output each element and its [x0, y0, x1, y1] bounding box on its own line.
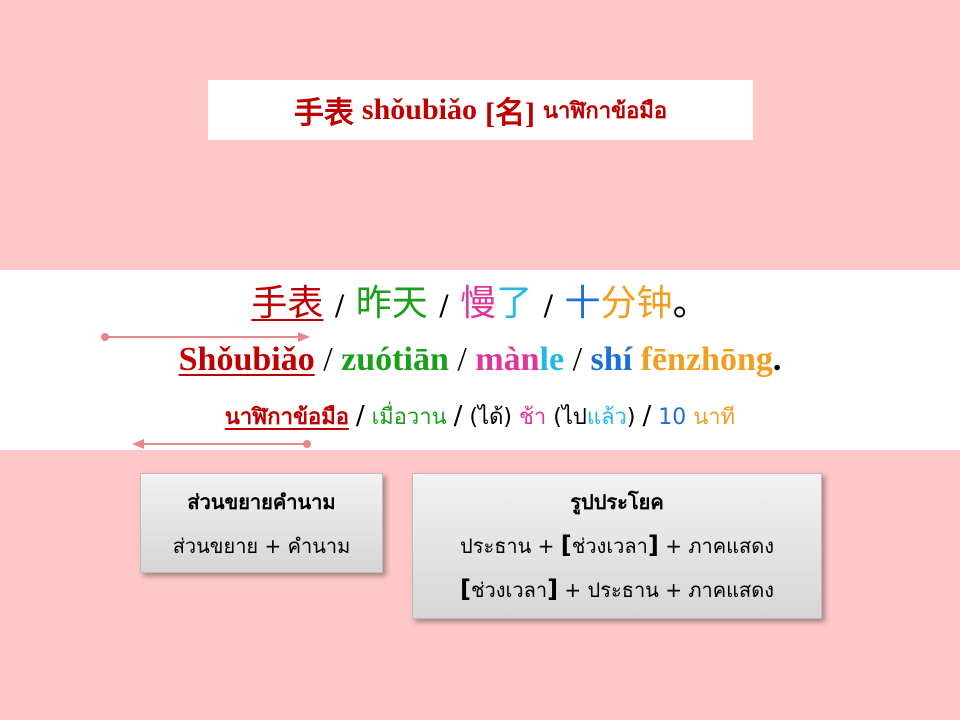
- noun-modifier-heading: ส่วนขยายคำนาม: [187, 490, 336, 514]
- separator: /: [334, 289, 345, 322]
- title-thai-2: ข้อมือ: [611, 98, 668, 124]
- separator: /: [323, 341, 333, 378]
- pattern-text: ประธาน +: [460, 534, 561, 558]
- th-word-1a: นาฬิกา: [224, 405, 293, 430]
- th-word-4a: 10: [658, 405, 687, 430]
- separator: /: [453, 401, 463, 431]
- bracket-open: [: [560, 531, 572, 559]
- separator: /: [642, 401, 652, 431]
- modifier-arrow-left-icon: [132, 439, 311, 449]
- py-word-4a: shí: [590, 341, 633, 378]
- cn-word-4c: 钟: [636, 283, 673, 324]
- th-paren-close: ): [503, 405, 512, 430]
- py-word-1: Shǒubiǎo: [178, 341, 315, 378]
- cn-word-1: 手表: [251, 283, 324, 324]
- py-word-4b: fēnzhōng: [640, 341, 773, 378]
- noun-modifier-box: ส่วนขยายคำนาม ส่วนขยาย + คำนาม: [140, 473, 383, 573]
- th-paren-open: (: [469, 405, 479, 430]
- separator: /: [355, 401, 365, 431]
- pattern-text: + ภาคแสดง: [658, 534, 774, 558]
- sentence-pinyin: Shǒubiǎo / zuótiān / mànle / shí fēnzhōn…: [0, 338, 960, 382]
- sentence-pattern-box: รูปประโยค ประธาน + [ช่วงเวลา] + ภาคแสดง …: [412, 473, 822, 619]
- th-word-3b: ช้า: [518, 405, 547, 430]
- title-pinyin: shǒubiǎo: [361, 93, 477, 126]
- sentence-thai: นาฬิกาข้อมือ / เมื่อวาน / (ได้) ช้า (ไปแ…: [0, 396, 960, 438]
- th-word-4b: นาที: [693, 405, 736, 430]
- bracket-close: ]: [547, 575, 559, 603]
- noun-modifier-formula: ส่วนขยาย + คำนาม: [172, 534, 351, 558]
- th-word-2: เมื่อวาน: [371, 405, 447, 430]
- modifier-arrow-right-icon: [101, 332, 310, 342]
- separator: /: [572, 341, 583, 378]
- sentence-chinese: 手表 / 昨天 / 慢了 / 十分钟。: [0, 282, 960, 328]
- cn-period: 。: [672, 283, 709, 324]
- title-part-of-speech: [名]: [485, 97, 535, 130]
- separator: /: [543, 289, 554, 322]
- py-word-3b: le: [539, 341, 565, 378]
- cn-word-4a: 十: [564, 283, 601, 324]
- pattern-text: + ประธาน + ภาคแสดง: [558, 578, 774, 602]
- py-word-3a: màn: [475, 341, 540, 378]
- cn-word-3a: 慢: [460, 283, 497, 324]
- th-paren-open: (: [553, 405, 562, 430]
- pattern-time: ช่วงเวลา: [470, 578, 548, 602]
- separator: /: [439, 289, 449, 322]
- cn-word-4b: 分: [600, 283, 637, 324]
- bracket-open: [: [460, 575, 471, 603]
- th-word-1b: ข้อมือ: [292, 405, 349, 430]
- th-word-3a: ได้: [478, 405, 504, 430]
- separator: /: [457, 341, 467, 378]
- sentence-pattern-row-2: [ช่วงเวลา] + ประธาน + ภาคแสดง: [413, 574, 821, 606]
- py-period: .: [772, 341, 782, 378]
- cn-word-3b: 了: [496, 283, 533, 324]
- example-sentence-band: 手表 / 昨天 / 慢了 / 十分钟。 Shǒubiǎo / zuótiān /…: [0, 270, 960, 450]
- cn-word-2: 昨天: [355, 283, 428, 324]
- py-word-2: zuótiān: [341, 341, 449, 378]
- sentence-pattern-row-1: ประธาน + [ช่วงเวลา] + ภาคแสดง: [413, 530, 821, 562]
- title-thai-1: นาฬิกา: [542, 98, 612, 124]
- vocab-title: 手表 shǒubiǎo [名] นาฬิกา ข้อมือ: [208, 80, 753, 140]
- th-word-3c1: ไป: [561, 405, 587, 430]
- th-word-3c2: แล้ว: [586, 405, 627, 430]
- pattern-time: ช่วงเวลา: [571, 534, 648, 558]
- sentence-pattern-heading: รูปประโยค: [570, 490, 664, 514]
- th-paren-close: ): [626, 405, 636, 430]
- title-chinese: 手表: [293, 96, 354, 131]
- bracket-close: ]: [647, 531, 659, 559]
